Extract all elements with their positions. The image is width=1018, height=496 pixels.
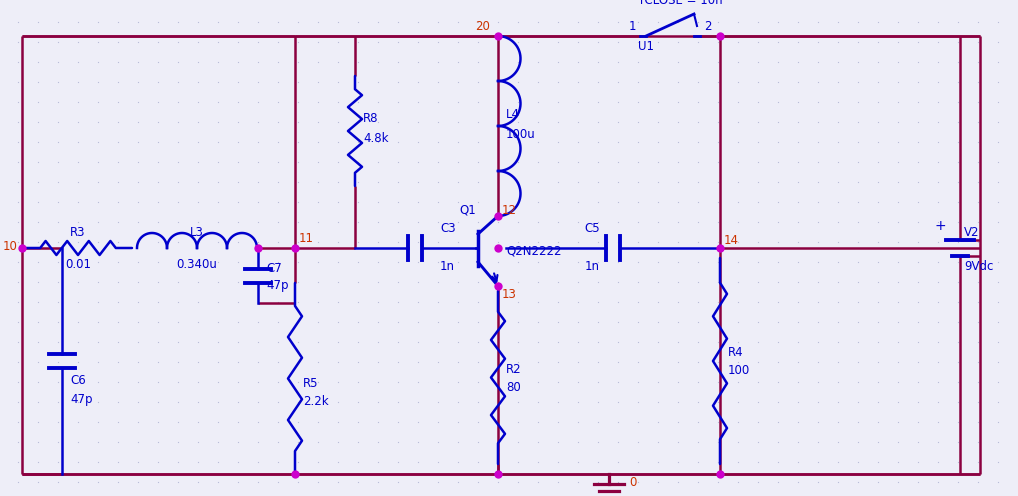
Text: R4: R4 (728, 347, 743, 360)
Text: TCLOSE = 10n: TCLOSE = 10n (637, 0, 723, 7)
Text: 1n: 1n (440, 259, 455, 272)
Text: 10: 10 (3, 240, 18, 252)
Text: 12: 12 (502, 203, 517, 216)
Text: 2.2k: 2.2k (303, 395, 329, 408)
Text: 1n: 1n (584, 259, 600, 272)
Text: U1: U1 (638, 40, 654, 53)
Text: V2: V2 (964, 227, 979, 240)
Text: R3: R3 (70, 226, 86, 239)
Text: L3: L3 (190, 226, 204, 239)
Text: 100: 100 (728, 365, 750, 377)
Text: 0: 0 (629, 476, 636, 489)
Text: R8: R8 (363, 113, 379, 125)
Text: 0.340u: 0.340u (176, 257, 218, 270)
Text: C3: C3 (440, 222, 456, 235)
Text: C6: C6 (70, 374, 86, 387)
Text: +: + (935, 219, 946, 233)
Text: R5: R5 (303, 377, 319, 390)
Text: Q2N2222: Q2N2222 (506, 245, 562, 257)
Text: 100u: 100u (506, 127, 535, 140)
Text: Q1: Q1 (459, 203, 476, 216)
Text: 80: 80 (506, 381, 521, 394)
Text: 13: 13 (502, 288, 517, 301)
Text: 47p: 47p (266, 280, 288, 293)
Text: 9Vdc: 9Vdc (964, 259, 994, 272)
Text: 14: 14 (724, 234, 739, 247)
Text: R2: R2 (506, 363, 521, 376)
Text: C5: C5 (584, 222, 600, 235)
Text: 11: 11 (299, 232, 314, 245)
Text: 47p: 47p (70, 392, 93, 406)
Text: C7: C7 (266, 261, 282, 274)
Text: 4.8k: 4.8k (363, 132, 389, 145)
Text: 0.01: 0.01 (65, 257, 91, 270)
Text: L4: L4 (506, 108, 520, 121)
Text: 2: 2 (704, 19, 712, 33)
Text: 1: 1 (628, 19, 636, 33)
Text: 20: 20 (475, 19, 490, 33)
